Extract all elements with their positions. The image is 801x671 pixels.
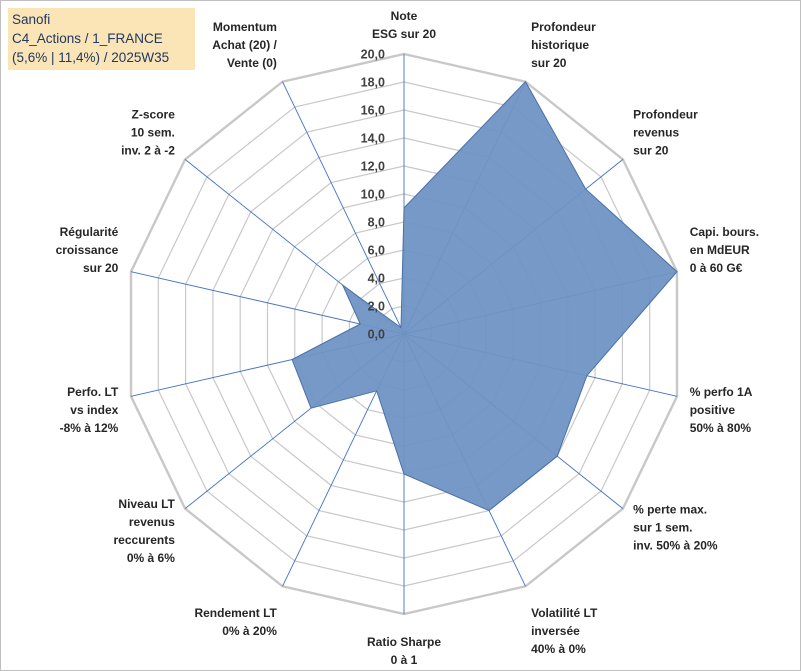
tick-label: 20,0 bbox=[361, 48, 385, 62]
tick-label: 12,0 bbox=[361, 160, 385, 174]
axis-label-line: -8% à 12% bbox=[60, 421, 119, 435]
axis-label: Niveau LT revenus reccurents 0% à 6% bbox=[114, 497, 176, 565]
performance-week: (5,6% | 11,4%) / 2025W35 bbox=[12, 50, 170, 65]
axis-label-line: Momentum bbox=[213, 20, 277, 34]
axis-label: Capi. bours. en MdEUR 0 à 60 G€ bbox=[690, 225, 759, 275]
axis-label: % perte max. sur 1 sem. inv. 50% à 20% bbox=[633, 503, 718, 553]
axis-label-line: 0% à 20% bbox=[222, 624, 277, 638]
chart-title-box: Sanofi C4_Actions / 1_FRANCE (5,6% | 11,… bbox=[8, 8, 195, 70]
axis-label-line: historique bbox=[531, 38, 589, 52]
axis-label-line: en MdEUR bbox=[690, 243, 750, 257]
axis-label: Régularité croissance sur 20 bbox=[56, 225, 119, 275]
tick-label: 10,0 bbox=[361, 188, 385, 202]
axis-label-line: 0% à 6% bbox=[127, 551, 175, 565]
axis-spoke bbox=[130, 271, 405, 335]
axis-spoke bbox=[282, 81, 405, 335]
portfolio-category: C4_Actions / 1_FRANCE bbox=[12, 31, 163, 46]
axis-label: Profondeur revenus sur 20 bbox=[633, 107, 698, 157]
axis-label-line: sur 20 bbox=[83, 261, 119, 275]
axis-label-line: 10 sem. bbox=[131, 125, 175, 139]
axis-label-line: % perte max. bbox=[633, 503, 707, 517]
tick-label: 14,0 bbox=[361, 132, 385, 146]
axis-label-line: revenus bbox=[129, 515, 175, 529]
axis-label: Z-score 10 sem. inv. 2 à -2 bbox=[121, 107, 175, 157]
axis-label: % perfo 1A positive 50% à 80% bbox=[690, 385, 753, 435]
tick-label: 16,0 bbox=[361, 104, 385, 118]
axis-label: Rendement LT 0% à 20% bbox=[194, 606, 277, 638]
axis-label: Momentum Achat (20) / Vente (0) bbox=[212, 20, 277, 70]
axis-label-line: sur 1 sem. bbox=[633, 521, 692, 535]
axis-label-line: Capi. bours. bbox=[690, 225, 759, 239]
axis-label-line: sur 20 bbox=[531, 56, 567, 70]
data-area bbox=[291, 80, 678, 512]
axis-label: Profondeur historique sur 20 bbox=[531, 20, 596, 70]
axis-label-line: sur 20 bbox=[633, 143, 669, 157]
company-name: Sanofi bbox=[12, 12, 51, 27]
axis-label: Note ESG sur 20 bbox=[372, 9, 436, 41]
axis-label-line: Z-score bbox=[132, 107, 176, 121]
axis-label-line: Profondeur bbox=[633, 107, 698, 121]
axis-label-line: inversée bbox=[531, 624, 580, 638]
axis-label-line: inv. 2 à -2 bbox=[121, 143, 175, 157]
tick-label: 8,0 bbox=[368, 216, 385, 230]
axis-label: Volatilité LT inversée 40% à 0% bbox=[531, 606, 598, 656]
axis-label-line: Niveau LT bbox=[118, 497, 175, 511]
axis-label-line: 0 à 1 bbox=[391, 653, 418, 667]
axis-label-line: 50% à 80% bbox=[690, 421, 752, 435]
axis-label-line: Régularité bbox=[60, 225, 119, 239]
tick-label: 6,0 bbox=[368, 244, 385, 258]
axis-label-line: inv. 50% à 20% bbox=[633, 539, 718, 553]
axis-label-line: Achat (20) / bbox=[212, 38, 277, 52]
axis-label-line: Vente (0) bbox=[227, 56, 277, 70]
axis-label-line: vs index bbox=[70, 403, 118, 417]
axis-label-line: ESG sur 20 bbox=[372, 27, 436, 41]
tick-label: 18,0 bbox=[361, 76, 385, 90]
axis-label-line: % perfo 1A bbox=[690, 385, 753, 399]
axis-label-line: Perfo. LT bbox=[67, 385, 119, 399]
tick-label: 4,0 bbox=[368, 272, 385, 286]
axis-label-line: reccurents bbox=[114, 533, 176, 547]
axis-label: Perfo. LT vs index -8% à 12% bbox=[60, 385, 119, 435]
tick-label: 2,0 bbox=[368, 300, 385, 314]
axis-label-line: Ratio Sharpe bbox=[367, 635, 441, 649]
axis-label-line: 0 à 60 G€ bbox=[690, 261, 743, 275]
axis-label-line: positive bbox=[690, 403, 736, 417]
axis-label-line: 40% à 0% bbox=[531, 642, 586, 656]
axis-label-line: revenus bbox=[633, 125, 679, 139]
tick-label: 0,0 bbox=[368, 328, 385, 342]
axis-label-line: Volatilité LT bbox=[531, 606, 598, 620]
axis-label-line: Profondeur bbox=[531, 20, 596, 34]
axis-label-line: Rendement LT bbox=[194, 606, 277, 620]
axis-label-line: croissance bbox=[56, 243, 119, 257]
axis-label: Ratio Sharpe 0 à 1 bbox=[367, 635, 441, 667]
axis-label-line: Note bbox=[391, 9, 418, 23]
